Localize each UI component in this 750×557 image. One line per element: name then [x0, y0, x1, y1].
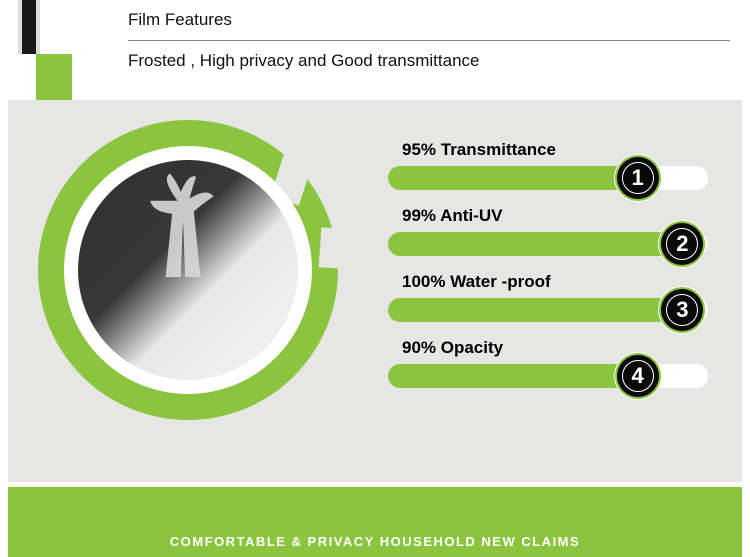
feature-bar-track: 4 [388, 364, 708, 388]
ring-break [319, 227, 342, 268]
feature-number-badge: 4 [617, 355, 659, 397]
feature-row: 99% Anti-UV 2 [388, 206, 722, 256]
feature-number-badge: 1 [617, 157, 659, 199]
splat-icon [128, 168, 238, 288]
feature-bar-fill [388, 298, 682, 322]
feature-number-badge: 2 [661, 223, 703, 265]
footer-banner: COMFORTABLE & PRIVACY HOUSEHOLD NEW CLAI… [8, 487, 742, 557]
feature-label: 95% Transmittance [402, 140, 722, 160]
feature-bar-track: 1 [388, 166, 708, 190]
feature-bar-track: 2 [388, 232, 708, 256]
footer-text: COMFORTABLE & PRIVACY HOUSEHOLD NEW CLAI… [170, 534, 580, 549]
feature-bar-fill [388, 166, 638, 190]
product-ring [38, 120, 338, 420]
product-image [78, 160, 298, 380]
feature-bars: 95% Transmittance199% Anti-UV2100% Water… [388, 140, 722, 404]
header: Film Features Frosted , High privacy and… [128, 10, 730, 71]
corner-mark [18, 0, 40, 54]
feature-bar-track: 3 [388, 298, 708, 322]
page-subtitle: Frosted , High privacy and Good transmit… [128, 49, 730, 71]
feature-label: 90% Opacity [402, 338, 722, 358]
page-title: Film Features [128, 10, 730, 36]
feature-row: 90% Opacity 4 [388, 338, 722, 388]
feature-row: 95% Transmittance 1 [388, 140, 722, 190]
feature-bar-fill [388, 364, 638, 388]
feature-label: 100% Water -proof [402, 272, 722, 292]
divider [128, 40, 730, 41]
feature-bar-fill [388, 232, 682, 256]
feature-number-badge: 3 [661, 289, 703, 331]
feature-row: 100% Water -proof 3 [388, 272, 722, 322]
feature-label: 99% Anti-UV [402, 206, 722, 226]
main-panel: 95% Transmittance199% Anti-UV2100% Water… [8, 100, 742, 482]
